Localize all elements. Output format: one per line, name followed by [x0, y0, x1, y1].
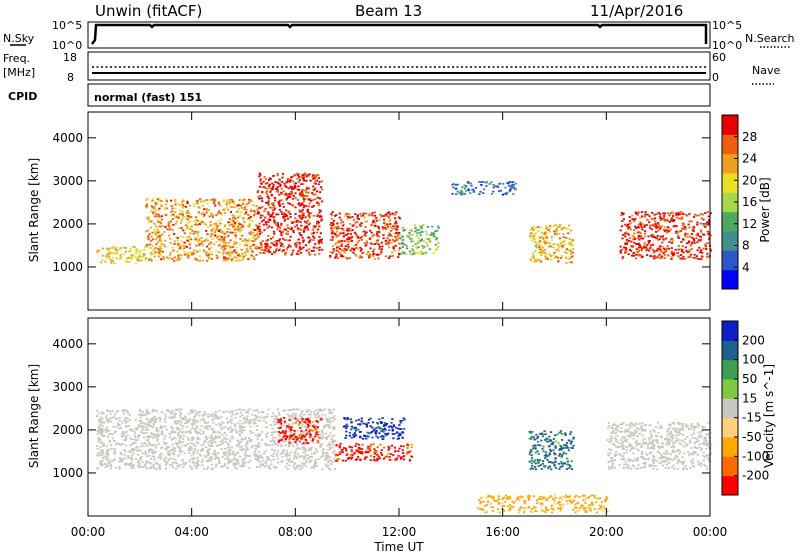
- velocity-colorbar-swatch: [722, 417, 738, 438]
- power-scatter-region: [451, 181, 518, 196]
- power-ytick-label: 2000: [52, 217, 83, 231]
- xaxis-tick-label: 08:00: [278, 525, 313, 539]
- velocity-colorbar-swatch: [722, 321, 738, 341]
- velocity-scatter-region: [528, 430, 575, 471]
- xaxis-tick-label: 12:00: [382, 525, 417, 539]
- power-ytick-label: 1000: [52, 260, 83, 274]
- xaxis-title: Time UT: [373, 540, 424, 554]
- velocity-colorbar-tick: -200: [742, 469, 769, 483]
- noise-left-tick-high: 10^5: [52, 19, 82, 32]
- noise-right-label: N.Search: [745, 32, 795, 45]
- noise-left-label: N.Sky: [3, 32, 35, 45]
- power-scatter-region: [256, 172, 324, 256]
- xaxis-tick-label: 20:00: [589, 525, 624, 539]
- freq-tick-high: 18: [63, 51, 77, 64]
- power-scatter-region: [329, 211, 402, 260]
- cpid-label: CPID: [8, 90, 37, 103]
- xaxis-tick-label: 00:00: [693, 525, 728, 539]
- velocity-colorbar-swatch: [722, 340, 738, 361]
- power-panel: 1000 2000 3000 4000 Slant Range [km] 4 8 12 16…: [27, 111, 772, 311]
- xaxis-tick-label: 04:00: [174, 525, 209, 539]
- power-colorbar-swatch: [722, 173, 738, 193]
- velocity-colorbar-swatch: [722, 379, 738, 399]
- velocity-colorbar-swatch: [722, 456, 738, 477]
- velocity-ytick-label: 2000: [52, 423, 83, 437]
- power-scatter-region: [96, 245, 147, 265]
- velocity-colorbar-swatch: [722, 359, 738, 380]
- power-scatter-region: [145, 198, 259, 262]
- power-colorbar-swatch: [722, 153, 738, 174]
- velocity-colorbar-tick: 200: [742, 333, 765, 347]
- power-colorbar-swatch: [722, 134, 738, 155]
- power-colorbar-label: Power [dB]: [758, 177, 772, 242]
- power-ytick-label: 4000: [52, 131, 83, 145]
- power-colorbar-tick: 8: [742, 239, 750, 253]
- freq-tick-low: 8: [67, 71, 74, 84]
- velocity-colorbar-tick: -15: [742, 411, 762, 425]
- nave-tick-high: 60: [712, 51, 726, 64]
- velocity-colorbar-swatch: [722, 398, 738, 419]
- nave-label: Nave: [752, 64, 780, 77]
- power-colorbar-tick: 16: [742, 195, 757, 209]
- cpid-mode: normal (fast) 151: [94, 91, 202, 104]
- velocity-scatter-region: [277, 417, 323, 445]
- noise-left-tick-low: 10^0: [52, 39, 82, 52]
- freq-label-1: Freq.: [3, 52, 30, 65]
- beam-title: Beam 13: [355, 2, 422, 20]
- xaxis-tick-label: 00:00: [71, 525, 106, 539]
- velocity-panel: 1000 2000 3000 4000 Slant Range [km] 200 100…: [27, 317, 776, 517]
- date-title: 11/Apr/2016: [590, 2, 683, 20]
- velocity-scatter-region: [477, 494, 609, 514]
- velocity-colorbar-tick: 15: [742, 391, 757, 405]
- freq-panel: Freq. [MHz] 18 8 60 0 Nave: [3, 51, 780, 85]
- time-axis: 00:00 04:00 08:00 12:00 16:00 20:00 00:00: [71, 112, 728, 539]
- cpid-panel: CPID normal (fast) 151: [8, 83, 711, 107]
- velocity-ytick-label: 3000: [52, 380, 83, 394]
- power-colorbar-tick: 28: [742, 130, 757, 144]
- velocity-colorbar-label: Velocity [m s^-1]: [762, 364, 776, 468]
- nave-tick-low: 0: [712, 71, 719, 84]
- power-ylabel: Slant Range [km]: [27, 158, 41, 262]
- velocity-ylabel: Slant Range [km]: [27, 364, 41, 468]
- power-colorbar-swatch: [722, 231, 738, 251]
- power-colorbar-tick: 24: [742, 152, 757, 166]
- power-colorbar-swatch: [722, 250, 738, 271]
- velocity-scatter-region: [342, 417, 406, 440]
- power-ytick-label: 3000: [52, 174, 83, 188]
- velocity-ytick-label: 4000: [52, 337, 83, 351]
- power-colorbar-tick: 4: [742, 260, 750, 274]
- velocity-colorbar-tick: -100: [742, 449, 769, 463]
- power-scatter-region: [399, 224, 440, 256]
- noise-right-tick-low: 10^0: [712, 39, 742, 52]
- power-colorbar-tick: 12: [742, 217, 757, 231]
- noise-panel: N.Sky 10^5 10^0 10^5 10^0 N.Search: [3, 19, 795, 52]
- power-colorbar-swatch: [722, 211, 738, 232]
- power-colorbar-swatch: [722, 115, 738, 135]
- velocity-colorbar-tick: 100: [742, 353, 765, 367]
- power-colorbar-swatch: [722, 192, 738, 213]
- xaxis-tick-label: 16:00: [485, 525, 520, 539]
- power-scatter-region: [619, 211, 713, 260]
- noise-right-tick-high: 10^5: [712, 19, 742, 32]
- power-colorbar-swatch: [722, 269, 738, 290]
- velocity-scatter-region: [334, 442, 414, 462]
- power-scatter-region: [529, 223, 575, 264]
- velocity-colorbar-tick: 50: [742, 372, 757, 386]
- power-colorbar-tick: 20: [742, 173, 757, 187]
- velocity-ytick-label: 1000: [52, 466, 83, 480]
- radar-title: Unwin (fitACF): [95, 2, 202, 20]
- velocity-colorbar-swatch: [722, 475, 738, 496]
- velocity-colorbar-swatch: [722, 437, 738, 457]
- freq-label-2: [MHz]: [3, 66, 35, 79]
- velocity-colorbar-tick: -50: [742, 430, 762, 444]
